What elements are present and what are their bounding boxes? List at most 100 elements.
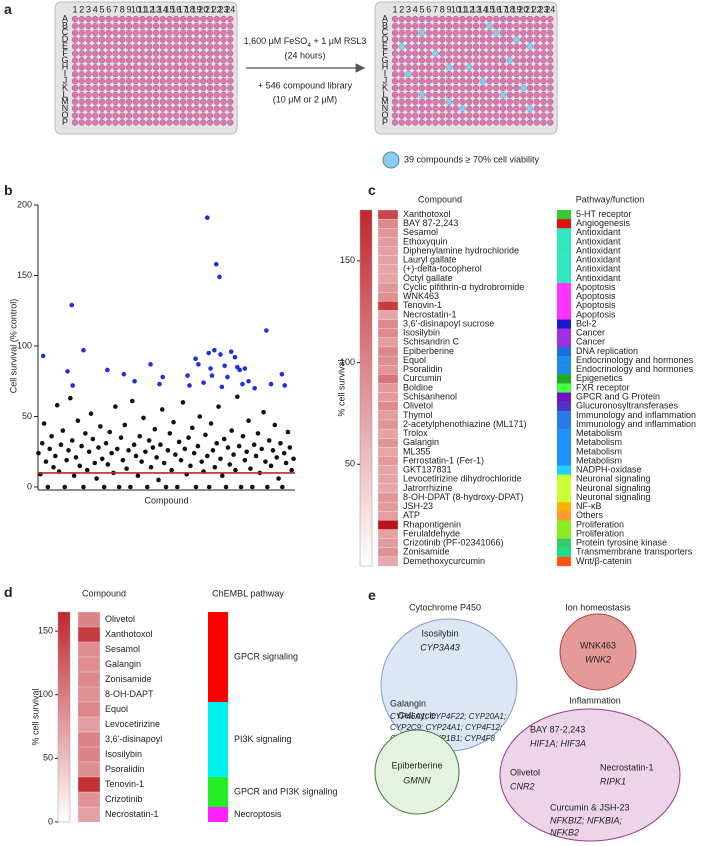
heat-cell [377,292,399,302]
well [439,36,446,43]
well [439,29,446,36]
heat-cell [377,520,399,530]
compound: Necrostatin-1 [600,762,654,772]
well [418,57,426,64]
well [206,15,214,23]
well [98,119,106,126]
well [418,112,426,119]
plate-column-label: 23 [218,4,228,14]
well [159,119,166,126]
well [186,98,193,105]
well [506,84,513,92]
well [71,50,79,57]
plate-column-label: 1 [72,4,77,14]
well [119,50,126,57]
plate-column-label: 6 [106,4,111,14]
point [176,439,182,445]
well [486,112,493,119]
well [173,50,180,57]
well [540,77,547,85]
well [220,57,227,64]
compound-label: JSH-23 [403,501,433,511]
well [398,77,405,85]
well [526,36,534,43]
gene: RIPK1 [600,776,626,786]
point [51,464,56,470]
well [486,84,493,92]
well [412,105,419,112]
plate-row-label: A [382,13,388,23]
well [193,119,200,126]
heat-cell [377,392,399,403]
well [439,64,446,71]
well [85,105,92,112]
well [547,105,554,112]
well [547,119,554,126]
point [109,450,114,456]
well [391,91,399,99]
well [445,22,453,30]
plate-row-label: C [62,27,69,37]
well [213,43,220,50]
pathway-label: GPCR signaling [234,651,298,661]
compound-label: Necrostatin-1 [403,309,457,319]
well [499,105,507,112]
well [540,43,547,50]
well [92,71,99,78]
well [466,15,473,23]
point [180,400,186,405]
plate-row-label: B [382,20,388,30]
point [201,380,206,385]
well [200,43,207,50]
well [425,91,432,99]
well [479,29,486,36]
point [156,477,161,483]
well [452,119,459,126]
well [146,105,153,112]
group-circle [559,613,637,691]
well [119,105,126,112]
well [105,112,112,119]
point [47,446,53,452]
pathway-label: Necroptosis [234,809,282,819]
well [146,22,153,30]
column-title: Pathway/function [576,194,645,204]
point [113,404,118,409]
gene: NFKBIZ; NFKBIA; [550,815,623,825]
pathway-label: Endocrinology and hormones [576,364,694,374]
well [193,43,200,50]
point [255,431,261,436]
well [439,71,446,78]
well [206,77,214,85]
column-title: ChEMBL pathway [212,588,284,598]
plate-column-label: 7 [433,4,438,14]
well [105,84,112,92]
well [520,50,527,57]
pathway-cell [557,337,571,348]
point [122,422,128,428]
well [78,84,85,92]
well [220,91,227,99]
pathway-cell [208,777,228,807]
point [199,459,204,464]
well [493,77,500,85]
well [213,112,220,119]
well [98,36,106,43]
well [112,29,119,36]
hit-well [493,29,500,36]
pathway-cell [557,429,571,439]
well [526,84,534,92]
gene: NFKB2 [550,827,579,837]
well [499,57,507,64]
well [173,43,180,50]
hit-well [520,84,527,92]
point [126,448,131,453]
well [179,43,187,50]
point [231,452,236,457]
point [171,419,176,425]
well [179,119,187,126]
well [166,43,173,50]
heat-cell [377,511,399,521]
well [119,77,126,85]
point [65,369,70,374]
